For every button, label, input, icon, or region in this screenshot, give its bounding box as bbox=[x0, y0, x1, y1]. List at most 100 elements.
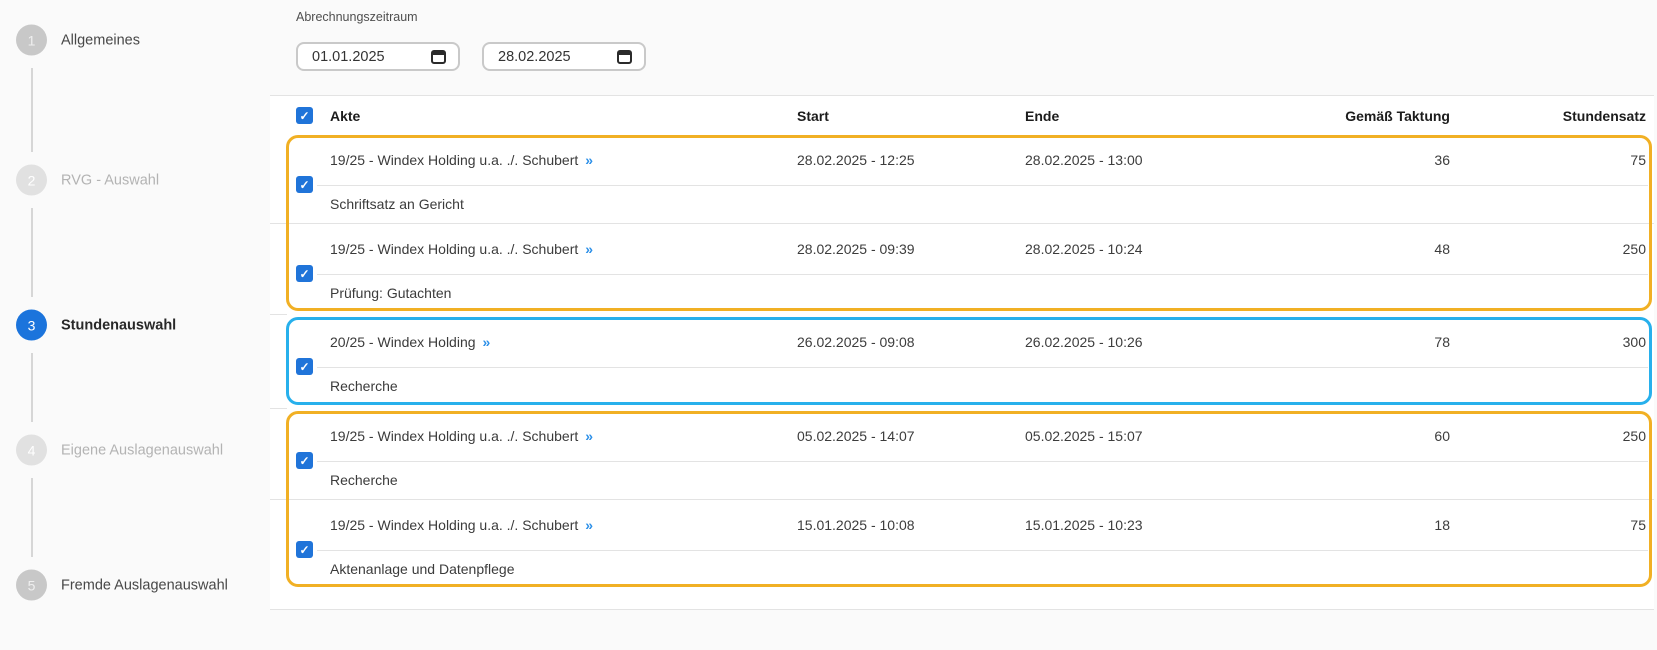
row-divider-stub bbox=[270, 314, 287, 315]
ende-cell: 26.02.2025 - 10:26 bbox=[1025, 334, 1143, 350]
column-header-satz: Stundensatz bbox=[1562, 107, 1646, 124]
ende-cell: 28.02.2025 - 13:00 bbox=[1025, 152, 1143, 168]
step-label: Fremde Auslagenauswahl bbox=[61, 577, 228, 593]
start-cell: 28.02.2025 - 09:39 bbox=[797, 241, 915, 257]
date-from-value: 01.01.2025 bbox=[312, 48, 385, 65]
check-icon: ✓ bbox=[299, 542, 310, 557]
step-label: Eigene Auslagenauswahl bbox=[61, 442, 224, 458]
check-icon: ✓ bbox=[299, 453, 310, 468]
stepper-step-allgemeines[interactable]: 1 Allgemeines bbox=[16, 24, 140, 56]
time-entry-row: ✓ 19/25 - Windex Holding u.a. ./. Schube… bbox=[270, 223, 1654, 311]
step-number-badge: 5 bbox=[16, 569, 47, 601]
taktung-cell: 60 bbox=[1434, 428, 1450, 444]
akte-link[interactable]: 19/25 - Windex Holding u.a. ./. Schubert… bbox=[330, 241, 593, 257]
taktung-cell: 78 bbox=[1434, 334, 1450, 350]
step-label: RVG - Auswahl bbox=[61, 172, 160, 188]
entry-inner-divider bbox=[317, 550, 1648, 551]
ende-cell: 05.02.2025 - 15:07 bbox=[1025, 428, 1143, 444]
time-entry-row: ✓ 19/25 - Windex Holding u.a. ./. Schube… bbox=[270, 499, 1654, 587]
table-header-row: ✓ Akte Start Ende Gemäß Taktung Stundens… bbox=[270, 96, 1654, 135]
entry-group: ✓ 19/25 - Windex Holding u.a. ./. Schube… bbox=[270, 135, 1654, 315]
akte-label: 19/25 - Windex Holding u.a. ./. Schubert bbox=[330, 241, 579, 257]
check-icon: ✓ bbox=[299, 266, 310, 281]
taktung-cell: 48 bbox=[1434, 241, 1450, 257]
akte-label: 20/25 - Windex Holding bbox=[330, 334, 476, 350]
table-bottom-divider bbox=[270, 609, 1654, 610]
activity-description: Schriftsatz an Gericht bbox=[330, 195, 464, 212]
satz-cell: 250 bbox=[1622, 241, 1646, 257]
akte-link[interactable]: 19/25 - Windex Holding u.a. ./. Schubert… bbox=[330, 152, 593, 168]
date-to-value: 28.02.2025 bbox=[498, 48, 571, 65]
calendar-icon[interactable] bbox=[431, 49, 446, 64]
step-number-badge: 1 bbox=[16, 24, 47, 56]
time-entry-row: ✓ 19/25 - Windex Holding u.a. ./. Schube… bbox=[270, 135, 1654, 223]
time-entries-table: ✓ Akte Start Ende Gemäß Taktung Stundens… bbox=[270, 95, 1654, 610]
start-cell: 05.02.2025 - 14:07 bbox=[797, 428, 915, 444]
step-connector-line bbox=[31, 478, 33, 557]
calendar-icon[interactable] bbox=[617, 49, 632, 64]
stepper-step-eigene-auslagenauswahl[interactable]: 4 Eigene Auslagenauswahl bbox=[16, 434, 224, 466]
chevron-double-right-icon[interactable]: » bbox=[585, 152, 594, 168]
chevron-double-right-icon[interactable]: » bbox=[585, 241, 594, 257]
chevron-double-right-icon[interactable]: » bbox=[482, 334, 491, 350]
column-header-ende: Ende bbox=[1025, 107, 1060, 124]
satz-cell: 75 bbox=[1630, 152, 1646, 168]
entry-group: ✓ 19/25 - Windex Holding u.a. ./. Schube… bbox=[270, 411, 1654, 587]
start-cell: 15.01.2025 - 10:08 bbox=[797, 517, 915, 533]
ende-cell: 28.02.2025 - 10:24 bbox=[1025, 241, 1143, 257]
akte-link[interactable]: 20/25 - Windex Holding » bbox=[330, 334, 490, 350]
step-connector-line bbox=[31, 353, 33, 422]
step-connector-line bbox=[31, 208, 33, 297]
billing-period-label: Abrechnungszeitraum bbox=[296, 10, 418, 24]
entry-inner-divider bbox=[317, 461, 1648, 462]
taktung-cell: 18 bbox=[1434, 517, 1450, 533]
chevron-double-right-icon[interactable]: » bbox=[585, 428, 594, 444]
satz-cell: 75 bbox=[1630, 517, 1646, 533]
akte-label: 19/25 - Windex Holding u.a. ./. Schubert bbox=[330, 428, 579, 444]
entry-inner-divider bbox=[317, 367, 1648, 368]
stepper-step-stundenauswahl[interactable]: 3 Stundenauswahl bbox=[16, 309, 177, 341]
akte-label: 19/25 - Windex Holding u.a. ./. Schubert bbox=[330, 517, 579, 533]
check-icon: ✓ bbox=[299, 359, 310, 374]
row-checkbox[interactable]: ✓ bbox=[296, 358, 313, 375]
row-checkbox[interactable]: ✓ bbox=[296, 541, 313, 558]
row-checkbox[interactable]: ✓ bbox=[296, 265, 313, 282]
step-number-badge: 2 bbox=[16, 164, 47, 196]
akte-link[interactable]: 19/25 - Windex Holding u.a. ./. Schubert… bbox=[330, 517, 593, 533]
row-checkbox[interactable]: ✓ bbox=[296, 452, 313, 469]
satz-cell: 250 bbox=[1622, 428, 1646, 444]
entry-inner-divider bbox=[317, 274, 1648, 275]
stepper-step-rvg-auswahl[interactable]: 2 RVG - Auswahl bbox=[16, 164, 160, 196]
date-to-input[interactable]: 28.02.2025 bbox=[482, 42, 646, 71]
entry-group: ✓ 20/25 - Windex Holding » 26.02.2025 - 0… bbox=[270, 317, 1654, 409]
date-from-input[interactable]: 01.01.2025 bbox=[296, 42, 460, 71]
step-number-badge: 4 bbox=[16, 434, 47, 466]
check-icon: ✓ bbox=[299, 108, 310, 123]
activity-description: Recherche bbox=[330, 377, 398, 394]
ende-cell: 15.01.2025 - 10:23 bbox=[1025, 517, 1143, 533]
step-number-badge: 3 bbox=[16, 309, 47, 341]
akte-link[interactable]: 19/25 - Windex Holding u.a. ./. Schubert… bbox=[330, 428, 593, 444]
select-all-checkbox[interactable]: ✓ bbox=[296, 107, 313, 125]
chevron-double-right-icon[interactable]: » bbox=[585, 517, 594, 533]
time-entry-row: ✓ 20/25 - Windex Holding » 26.02.2025 - 0… bbox=[270, 317, 1654, 405]
row-divider-stub bbox=[270, 408, 287, 409]
entry-inner-divider bbox=[317, 185, 1648, 186]
activity-description: Aktenanlage und Datenpflege bbox=[330, 560, 515, 577]
column-header-start: Start bbox=[797, 107, 829, 124]
akte-label: 19/25 - Windex Holding u.a. ./. Schubert bbox=[330, 152, 579, 168]
satz-cell: 300 bbox=[1622, 334, 1646, 350]
start-cell: 28.02.2025 - 12:25 bbox=[797, 152, 915, 168]
column-header-taktung: Gemäß Taktung bbox=[1345, 107, 1450, 124]
time-entry-row: ✓ 19/25 - Windex Holding u.a. ./. Schube… bbox=[270, 411, 1654, 499]
wizard-stepper: 1 Allgemeines 2 RVG - Auswahl 3 Stundena… bbox=[0, 0, 270, 650]
taktung-cell: 36 bbox=[1434, 152, 1450, 168]
stepper-step-fremde-auslagenauswahl[interactable]: 5 Fremde Auslagenauswahl bbox=[16, 569, 228, 601]
column-header-akte: Akte bbox=[330, 107, 361, 124]
step-connector-line bbox=[31, 68, 33, 152]
step-label: Stundenauswahl bbox=[61, 317, 177, 333]
step-label: Allgemeines bbox=[61, 32, 140, 48]
row-checkbox[interactable]: ✓ bbox=[296, 176, 313, 193]
start-cell: 26.02.2025 - 09:08 bbox=[797, 334, 915, 350]
activity-description: Recherche bbox=[330, 471, 398, 488]
